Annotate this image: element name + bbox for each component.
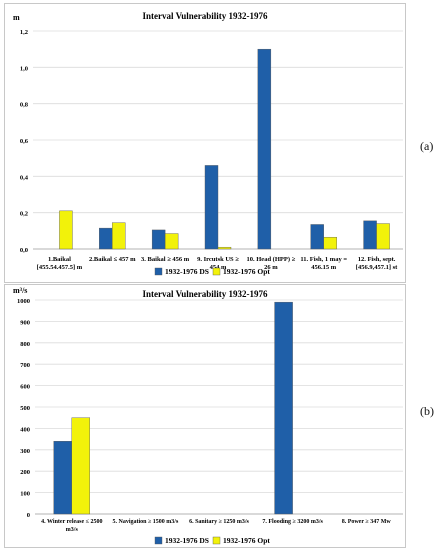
y-axis-unit: m³/s — [13, 286, 27, 295]
bar-opt — [376, 223, 390, 250]
panel-label-a: (a) — [420, 139, 434, 153]
x-tick-label: 8. Power ≥ 347 Mw — [342, 519, 392, 525]
legend-entry: 1932-1976 DS — [165, 267, 209, 276]
chart-title: Interval Vulnerability 1932-1976 — [142, 289, 268, 299]
y-tick-label: 0,4 — [20, 174, 29, 181]
bar-opt — [59, 210, 73, 250]
y-tick-label: 700 — [20, 362, 30, 369]
y-tick-label: 1,0 — [20, 65, 28, 72]
bar-ds — [363, 220, 377, 250]
chart-panel-a: Interval Vulnerability 1932-1976 m 0,0 0,2 0… — [4, 3, 406, 283]
chart-a-svg: Interval Vulnerability 1932-1976 m 0,0 0,2 0… — [13, 11, 403, 276]
legend-entry: 1932-1976 Opt — [223, 536, 270, 545]
x-tick-label: 9. Ircutsk US ≥ — [197, 256, 239, 263]
bar-ds — [310, 224, 324, 250]
panel-label-b: (b) — [420, 404, 434, 418]
chart-title: Interval Vulnerability 1932-1976 — [142, 11, 268, 21]
bar-opt — [112, 222, 126, 250]
x-tick-label: 456.15 m — [311, 264, 337, 271]
bar-ds — [257, 48, 272, 250]
x-tick-label: 1.Baikal — [48, 256, 71, 263]
bar-ds — [151, 229, 166, 250]
legend-swatch — [154, 536, 163, 545]
y-axis-unit: m — [13, 13, 20, 22]
bar-ds — [53, 441, 72, 515]
x-tick-label: 6. Sanitary ≥ 1250 m3/s — [189, 519, 249, 525]
y-tick-label: 0,6 — [20, 138, 29, 145]
x-tick-label: 3. Baikal ≥ 456 m — [141, 256, 190, 263]
bar-ds — [204, 165, 219, 250]
x-tick-label: [455.54.457.5] m — [37, 264, 83, 271]
legend-swatch — [212, 536, 221, 545]
legend-entry: 1932-1976 DS — [165, 536, 209, 545]
x-tick-label: 10. Head (HPP) ≥ — [247, 256, 296, 263]
legend-entry: 1932-1976 Opt — [223, 267, 270, 276]
y-tick-label: 0 — [27, 512, 30, 519]
y-tick-label: 0,8 — [20, 102, 29, 109]
y-tick-label: 300 — [20, 448, 30, 455]
bar-ds — [99, 227, 113, 250]
chart-b-svg: Interval Vulnerability 1932-1976 m³/s 0 100… — [13, 286, 403, 545]
y-tick-label: 1,2 — [20, 29, 28, 36]
y-tick-label: 200 — [20, 469, 30, 476]
x-tick-label: 11. Fish, 1 may = — [300, 256, 347, 263]
x-tick-label: 7. Flooding ≥ 3200 m3/s — [262, 519, 323, 525]
x-tick-label: 5. Navigation ≥ 1500 m3/s — [113, 519, 179, 525]
bar-opt — [217, 246, 232, 250]
bar-ds — [274, 301, 293, 515]
x-tick-label: 26 m — [264, 264, 278, 271]
bar-opt — [71, 417, 91, 515]
x-tick-label: 12. Fish, sept. — [358, 256, 396, 263]
y-tick-label: 0,0 — [20, 247, 28, 254]
y-tick-label: 0,2 — [20, 211, 28, 218]
y-tick-label: 800 — [20, 341, 30, 348]
x-tick-label: [456.9,457.1] st — [356, 264, 398, 271]
y-tick-label: 1000 — [17, 298, 30, 305]
x-tick-label: 454 m — [210, 264, 227, 271]
y-tick-label: 600 — [20, 384, 30, 391]
legend-swatch — [154, 267, 163, 276]
y-tick-label: 100 — [20, 491, 30, 498]
y-tick-label: 500 — [20, 405, 30, 412]
x-tick-label: 4. Winter release ≤ 2500 — [41, 519, 102, 525]
chart-panel-b: Interval Vulnerability 1932-1976 m³/s 0 100… — [4, 284, 406, 548]
bar-opt — [323, 236, 337, 250]
bar-opt — [164, 233, 179, 250]
x-tick-label: m3/s — [66, 527, 79, 533]
y-tick-label: 900 — [20, 319, 30, 326]
x-tick-label: 2.Baikal ≤ 457 m — [89, 256, 136, 263]
y-tick-label: 400 — [20, 426, 30, 433]
legend-swatch — [212, 267, 221, 276]
